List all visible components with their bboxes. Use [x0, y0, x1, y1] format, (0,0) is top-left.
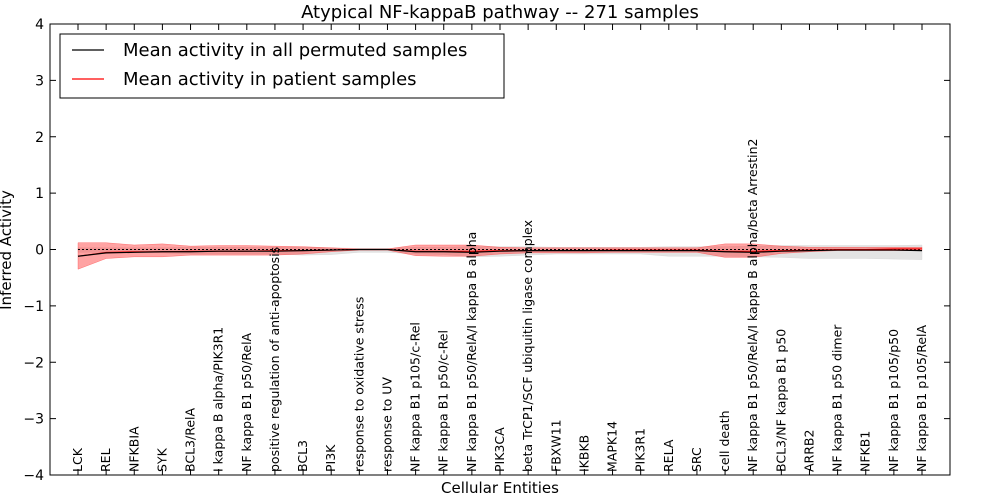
- x-category-label: NF kappa B1 p50/c-Rel: [436, 330, 451, 472]
- y-tick-label: −2: [23, 355, 44, 371]
- x-category-label: I kappa B alpha/PIK3R1: [211, 327, 226, 472]
- x-category-label: FBXW11: [548, 419, 563, 472]
- x-category-label: LCK: [70, 447, 85, 472]
- x-category-label: positive regulation of anti-apoptosis: [267, 247, 282, 472]
- legend: Mean activity in all permuted samples Me…: [59, 33, 505, 99]
- y-tick-label: −1: [23, 299, 44, 315]
- y-tick-label: 1: [35, 186, 44, 202]
- y-axis-label: Inferred Activity: [0, 190, 15, 310]
- chart-title: Atypical NF-kappaB pathway -- 271 sample…: [301, 2, 699, 23]
- x-category-label: NF kappa B1 p50/RelA: [239, 332, 254, 472]
- legend-label-patient: Mean activity in patient samples: [123, 69, 417, 90]
- y-tick-label: 2: [35, 130, 44, 146]
- x-category-label: PIK3CA: [492, 427, 507, 472]
- x-category-label: RELA: [661, 439, 676, 472]
- x-category-label: PI3K: [323, 444, 338, 472]
- x-category-label: NF kappa B1 p50 dimer: [830, 324, 845, 472]
- x-category-label: NF kappa B1 p105/RelA: [914, 325, 929, 472]
- x-category-label: response to oxidative stress: [351, 297, 366, 472]
- y-tick-label: −3: [23, 412, 44, 428]
- x-category-label: SRC: [689, 447, 704, 472]
- x-category-label: response to UV: [379, 377, 394, 472]
- series-lines: [77, 248, 923, 257]
- x-category-label: IKBKB: [576, 435, 591, 472]
- y-tick-label: 4: [35, 17, 44, 33]
- x-category-label: cell death: [717, 410, 732, 472]
- x-category-label: beta TrCP1/SCF ubiquitin ligase complex: [520, 220, 535, 472]
- band-permuted: [77, 244, 923, 260]
- x-category-label: NF kappa B1 p50/RelA/I kappa B alpha: [464, 232, 479, 472]
- legend-label-permuted: Mean activity in all permuted samples: [123, 40, 467, 61]
- legend-box: [59, 33, 505, 99]
- x-category-label: BCL3/RelA: [183, 408, 198, 472]
- y-tick-label: 3: [35, 73, 44, 89]
- x-category-label: ARRB2: [801, 430, 816, 472]
- line-patient-central: [77, 248, 923, 257]
- x-axis-label: Cellular Entities: [441, 479, 559, 497]
- x-category-label: NF kappa B1 p105/p50: [886, 329, 901, 472]
- x-category-label: NF kappa B1 p105/c-Rel: [408, 322, 423, 472]
- x-category-label: PIK3R1: [633, 428, 648, 472]
- x-category-label: SYK: [154, 447, 169, 472]
- y-axis-ticks: −4 −3 −2 −1 0 1 2 3 4: [23, 17, 950, 484]
- x-category-label: REL: [98, 448, 113, 472]
- y-tick-label: 0: [35, 243, 44, 259]
- x-category-label: NFKBIA: [126, 426, 141, 472]
- x-category-label: NF kappa B1 p50/RelA/I kappa B alpha/bet…: [745, 139, 760, 473]
- x-category-label: BCL3/NF kappa B1 p50: [773, 329, 788, 472]
- x-category-label: MAPK14: [605, 421, 620, 472]
- y-tick-label: −4: [23, 468, 44, 484]
- x-axis-category-labels: LCK REL NFKBIA SYK BCL3/RelA I kappa B alpha/…: [70, 24, 929, 475]
- x-category-label: BCL3: [295, 440, 310, 472]
- x-category-label: NFKB1: [858, 431, 873, 472]
